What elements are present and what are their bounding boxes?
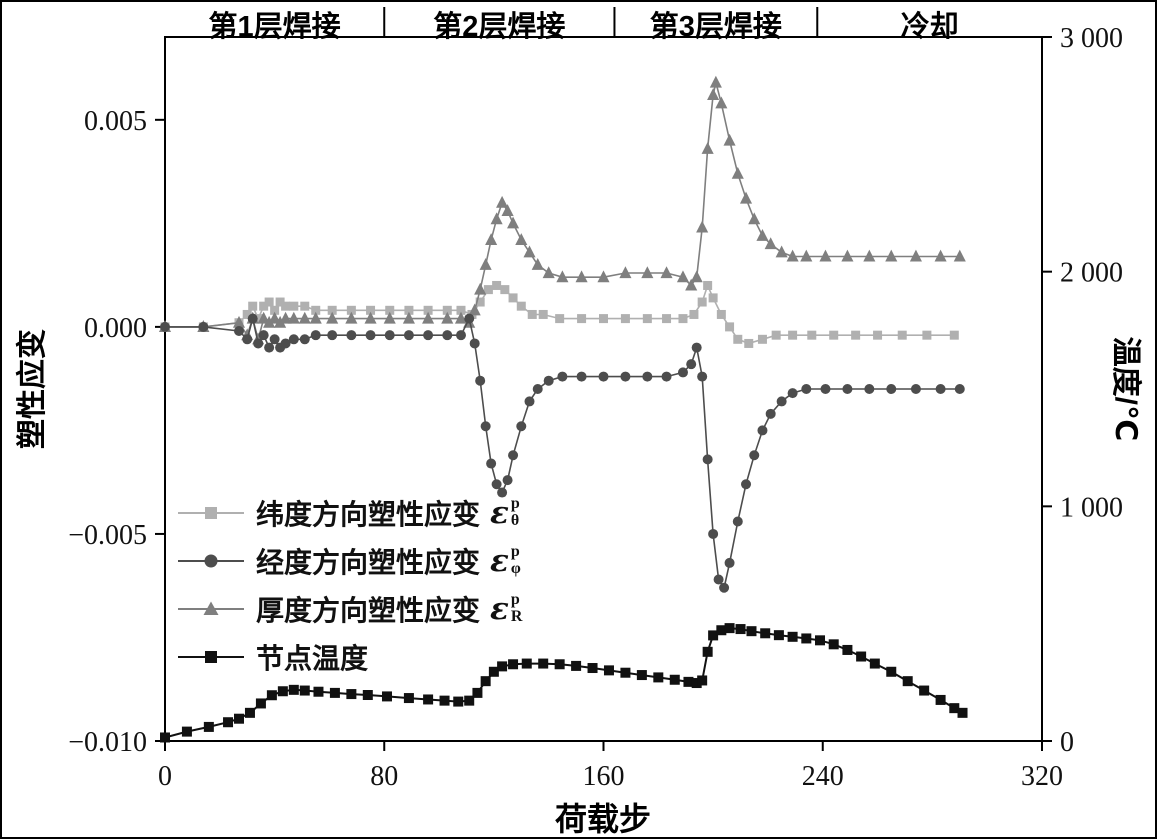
square-marker-icon <box>178 651 244 663</box>
legend-item-latitude-strain: 纬度方向塑性应变 ε p θ <box>178 494 522 532</box>
series-latitude-strain <box>160 280 959 348</box>
svg-text:0.005: 0.005 <box>84 106 147 137</box>
y-axis-title-temperature: 温度/℃ <box>1109 336 1142 442</box>
legend-item-node-temperature: 节点温度 <box>178 638 522 676</box>
triangle-marker-icon <box>178 601 244 615</box>
phase-label-layer3: 第3层焊接 <box>649 11 782 43</box>
svg-text:−0.005: −0.005 <box>68 520 147 551</box>
svg-text:0.000: 0.000 <box>84 313 147 344</box>
svg-text:320: 320 <box>1021 761 1063 792</box>
legend-label: 纬度方向塑性应变 ε p θ <box>256 495 520 531</box>
legend-label: 厚度方向塑性应变 ε p R <box>256 591 523 627</box>
legend: 纬度方向塑性应变 ε p θ 经度方向塑性应变 ε p φ 厚度方向塑性应变 ε p R 节点温度 <box>178 494 522 676</box>
svg-text:160: 160 <box>583 761 625 792</box>
svg-text:1 000: 1 000 <box>1060 492 1123 523</box>
axis-ticks: 0 80 160 240 320 0.005 0.000 −0.005 −0.010 3 000 2… <box>68 23 1123 792</box>
y-axis-title-strain: 塑性应变 <box>16 329 49 449</box>
svg-text:80: 80 <box>370 761 398 792</box>
svg-text:0: 0 <box>1060 727 1074 758</box>
legend-label: 经度方向塑性应变 ε p φ <box>256 543 521 579</box>
series-node-temperature <box>160 623 968 743</box>
series-longitude-strain <box>160 313 965 593</box>
phase-label-layer1: 第1层焊接 <box>208 11 341 43</box>
series-thickness-strain <box>158 75 966 345</box>
svg-text:3 000: 3 000 <box>1060 23 1123 54</box>
svg-text:240: 240 <box>802 761 844 792</box>
square-marker-icon <box>178 507 244 519</box>
phase-label-cooling: 冷却 <box>900 11 959 43</box>
circle-marker-icon <box>178 554 244 568</box>
legend-label: 节点温度 <box>256 643 369 674</box>
x-axis-title-load-step: 荷载步 <box>554 801 652 837</box>
legend-item-thickness-strain: 厚度方向塑性应变 ε p R <box>178 590 522 628</box>
legend-item-longitude-strain: 经度方向塑性应变 ε p φ <box>178 542 522 580</box>
svg-text:−0.010: −0.010 <box>68 727 147 758</box>
svg-text:2 000: 2 000 <box>1060 258 1123 289</box>
phase-label-layer2: 第2层焊接 <box>433 11 566 43</box>
svg-text:0: 0 <box>158 761 172 792</box>
